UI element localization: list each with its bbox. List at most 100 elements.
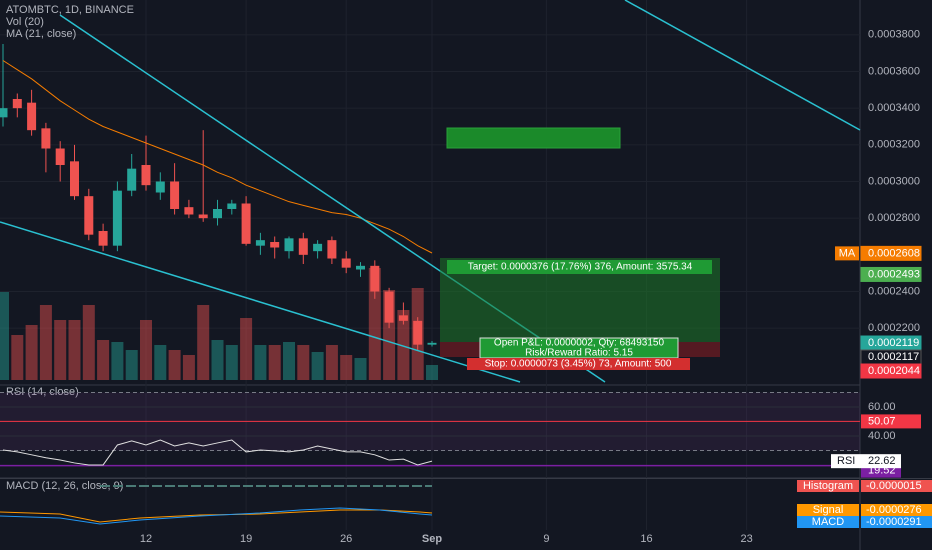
volume-bar xyxy=(240,318,253,380)
candle-body xyxy=(198,214,208,219)
macd-tag xyxy=(861,480,932,492)
candle-body xyxy=(370,265,380,292)
macd-tag xyxy=(861,516,932,528)
volume-bar xyxy=(125,350,138,380)
x-tick-label: 9 xyxy=(543,533,549,545)
pnl-label: Open P&L: 0.0000002, Qty: 68493150 xyxy=(494,338,665,349)
macd-tag-name: Signal xyxy=(813,504,844,516)
candle-body xyxy=(213,209,222,219)
candle-body xyxy=(84,196,94,235)
volume-bar xyxy=(283,342,295,380)
candle-body xyxy=(0,108,8,118)
candle-body xyxy=(270,242,280,248)
candle-body xyxy=(141,165,151,186)
volume-bar xyxy=(426,365,438,380)
volume-bar xyxy=(325,345,338,380)
stop-box xyxy=(467,358,690,370)
tag-name: MA xyxy=(839,247,856,259)
volume-bar xyxy=(25,325,38,380)
rsi-tag xyxy=(831,454,901,469)
stop-label: Stop: 0.0000073 (3.45%) 73, Amount: 500 xyxy=(485,359,672,370)
price-tag-label: 0.0002044 xyxy=(868,365,920,377)
macd-label: MACD (12, 26, close, 9) xyxy=(6,480,123,492)
pane-separator-fill xyxy=(0,478,932,479)
candle-body xyxy=(41,128,51,149)
volume-bar xyxy=(168,350,181,380)
candle-body xyxy=(227,203,237,209)
macd-tag-value: -0.0000276 xyxy=(866,504,922,516)
ma-label: MA (21, close) xyxy=(6,28,76,40)
rsi-ma-value: 50.07 xyxy=(868,415,896,427)
volume-bar xyxy=(68,320,81,380)
volume-bar xyxy=(254,345,267,380)
volume-bar xyxy=(368,268,381,380)
price-tag xyxy=(860,245,922,261)
x-tick-label: 16 xyxy=(640,533,652,545)
macd-tag-name: Histogram xyxy=(803,480,853,492)
price-tag-label: 0.0002119 xyxy=(868,337,919,349)
y-tick-label: 0.0002400 xyxy=(868,285,920,297)
macd-tag-value: -0.0000291 xyxy=(866,516,922,528)
macd-line xyxy=(0,507,433,525)
rsi-line xyxy=(2,439,433,466)
volume-bar xyxy=(225,345,238,380)
candle-body xyxy=(184,207,194,215)
candle-body xyxy=(284,238,294,252)
candle-body xyxy=(341,258,351,268)
macd-tag-name: MACD xyxy=(812,516,844,528)
volume-bar xyxy=(0,292,9,380)
macd-tag-name-box xyxy=(797,480,859,492)
candle-body xyxy=(98,231,108,246)
candle-body xyxy=(70,161,79,197)
y-tick-label: 0.0002800 xyxy=(868,212,920,224)
rsi-tag-value: 22.62 xyxy=(868,455,896,467)
target-label: Target: 0.0000376 (17.76%) 376, Amount: … xyxy=(468,262,693,273)
candle-body xyxy=(356,265,365,270)
price-tag-label: 0.0002608 xyxy=(868,247,920,259)
candle-body xyxy=(427,342,437,345)
y-tick-label: 40.00 xyxy=(868,430,896,442)
y-tick-label: 60.00 xyxy=(868,401,896,413)
price-tag xyxy=(860,266,922,282)
volume-bar xyxy=(54,320,67,380)
volume-bar xyxy=(354,358,367,380)
candle-body xyxy=(413,320,423,345)
y-tick-label: 0.0003600 xyxy=(868,65,920,77)
candle-body xyxy=(398,315,408,321)
candle-body xyxy=(313,243,323,252)
x-tick-label: 19 xyxy=(240,533,252,545)
tag-name-box xyxy=(835,246,859,261)
y-tick-label: 0.0003200 xyxy=(868,139,920,151)
candle-body xyxy=(384,291,394,323)
volume-bar xyxy=(211,340,224,380)
macd-tag-name-box xyxy=(797,516,859,528)
y-tick-label: 0.0003000 xyxy=(868,175,920,187)
volume-bar xyxy=(297,345,310,380)
volume-bar xyxy=(154,345,167,380)
volume-bar xyxy=(397,310,410,380)
volume-bar xyxy=(82,305,95,380)
candle-body xyxy=(12,99,22,109)
price-tag-label: 0.0002493 xyxy=(868,268,920,280)
volume-bar xyxy=(39,305,52,380)
trend-line xyxy=(0,221,521,383)
macd-tag xyxy=(861,504,932,516)
x-tick-label: 12 xyxy=(140,533,152,545)
symbol-label: ATOMBTC, 1D, BINANCE xyxy=(6,4,134,16)
x-tick-label: 26 xyxy=(340,533,352,545)
price-tag xyxy=(860,363,922,379)
rsi-ma-tag xyxy=(861,414,921,429)
ratio-label: Risk/Reward Ratio: 5.15 xyxy=(525,348,633,359)
volume-bar xyxy=(311,352,324,380)
candle-body xyxy=(127,168,137,191)
x-tick-label: Sep xyxy=(422,533,442,545)
y-tick-label: 0.0003400 xyxy=(868,102,920,114)
volume-bar xyxy=(197,305,210,380)
trend-line xyxy=(624,0,861,131)
price-tag-label: 0.0002117 xyxy=(868,351,919,363)
candle-body xyxy=(255,240,265,246)
rsi-tag-name: RSI xyxy=(837,455,855,467)
volume-bar xyxy=(182,355,195,380)
volume-bar xyxy=(111,342,124,380)
candle-body xyxy=(327,240,337,259)
